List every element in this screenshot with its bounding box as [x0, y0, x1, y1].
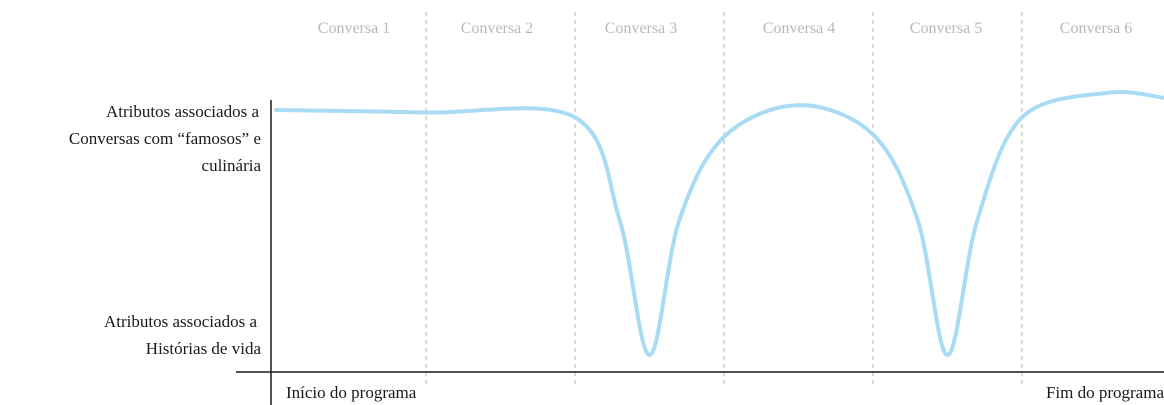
y-axis-labels: Atributos associados a Conversas com “fa…	[69, 102, 262, 358]
segment-label-5: Conversa 5	[910, 20, 982, 37]
y-top-label-line-2: Conversas com “famosos” e	[69, 129, 261, 148]
segment-labels: Conversa 1 Conversa 2 Conversa 3 Convers…	[318, 20, 1132, 37]
segment-label-2: Conversa 2	[461, 20, 533, 37]
y-bottom-label-line-2: Histórias de vida	[146, 339, 262, 358]
segment-label-6: Conversa 6	[1060, 20, 1132, 37]
x-end-label: Fim do programa	[1046, 383, 1164, 402]
segment-dividers	[425, 12, 1023, 384]
segment-label-3: Conversa 3	[605, 20, 677, 37]
x-start-label: Início do programa	[286, 383, 417, 402]
series-line	[274, 90, 1164, 357]
segment-label-4: Conversa 4	[763, 20, 835, 37]
y-bottom-label-line-1: Atributos associados a	[104, 312, 257, 331]
y-top-label-line-3: culinária	[202, 156, 262, 175]
segment-label-1: Conversa 1	[318, 20, 390, 37]
y-top-label-line-1: Atributos associados a	[106, 102, 259, 121]
